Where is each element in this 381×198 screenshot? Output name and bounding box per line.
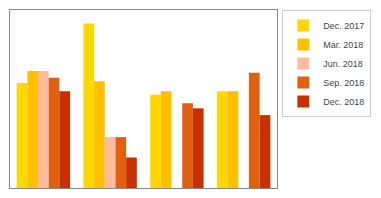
svg-text:Mar. 2018: Mar. 2018	[323, 40, 363, 50]
svg-text:Jun. 2018: Jun. 2018	[323, 59, 363, 69]
svg-text:Dec. 2018: Dec. 2018	[323, 97, 364, 107]
svg-text:Dec. 2017: Dec. 2017	[323, 21, 364, 31]
svg-text:Sep. 2018: Sep. 2018	[323, 78, 364, 88]
